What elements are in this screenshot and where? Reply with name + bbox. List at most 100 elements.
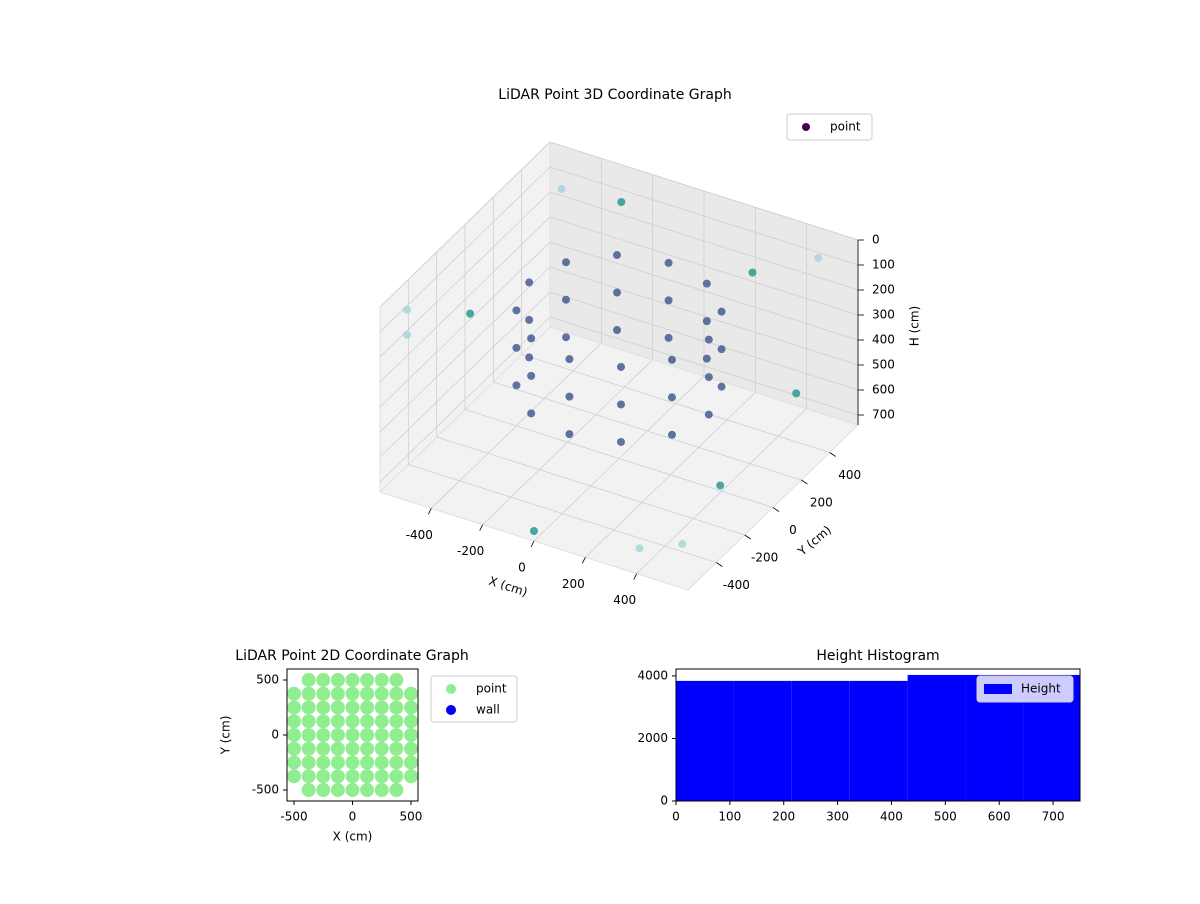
- x-tick-label: 0: [672, 810, 680, 824]
- point: [330, 755, 345, 770]
- point: [389, 714, 404, 729]
- grid-line: [549, 216, 859, 316]
- y-axis-label: Y (cm): [795, 523, 834, 559]
- y-tick-label: 200: [810, 496, 833, 510]
- grid-line: [549, 141, 859, 241]
- point: [562, 295, 571, 304]
- point: [374, 714, 389, 729]
- z-axis-label: H (cm): [908, 306, 922, 347]
- y-axis-label: Y (cm): [219, 716, 233, 756]
- grid-line: [436, 436, 745, 536]
- point: [360, 714, 375, 729]
- point: [403, 305, 411, 314]
- legend-patch: [984, 684, 1012, 694]
- point: [374, 755, 389, 770]
- point: [345, 755, 360, 770]
- point: [330, 783, 345, 797]
- point: [616, 362, 625, 371]
- point: [565, 355, 574, 364]
- point: [301, 769, 316, 784]
- point: [287, 741, 302, 756]
- x-tick-label: 200: [562, 577, 585, 591]
- point: [389, 686, 404, 701]
- point: [389, 728, 404, 742]
- z-tick-label: 400: [872, 333, 895, 347]
- point: [667, 355, 676, 364]
- point: [301, 728, 316, 742]
- point: [360, 700, 375, 715]
- point: [616, 400, 625, 409]
- bar: [733, 680, 792, 801]
- point: [330, 714, 345, 729]
- point: [345, 714, 360, 729]
- point: [345, 741, 360, 756]
- point: [301, 714, 316, 729]
- point: [389, 755, 404, 770]
- legend-marker: [802, 123, 810, 131]
- point: [466, 309, 475, 318]
- point: [301, 686, 316, 701]
- y-tick-label: 0: [789, 523, 797, 537]
- axes-frame: [675, 668, 1081, 802]
- point: [287, 755, 302, 770]
- point: [664, 296, 673, 305]
- bar: [849, 680, 908, 801]
- grid-line: [379, 141, 551, 308]
- point: [345, 783, 360, 797]
- point: [360, 728, 375, 742]
- point: [389, 769, 404, 784]
- grid-line: [521, 354, 830, 453]
- point: [345, 700, 360, 715]
- point: [748, 268, 757, 277]
- z-tick-label: 0: [872, 233, 880, 247]
- z-tick-label: 700: [872, 408, 895, 422]
- point: [301, 783, 316, 797]
- point: [330, 686, 345, 701]
- point: [613, 326, 622, 335]
- point: [345, 769, 360, 784]
- grid-line: [379, 216, 551, 383]
- y-tick-label: 0: [660, 794, 668, 808]
- point: [562, 333, 571, 342]
- point: [512, 381, 521, 390]
- point: [287, 714, 302, 729]
- point: [678, 540, 687, 549]
- grid-line: [493, 381, 802, 481]
- legend-box: [976, 675, 1074, 703]
- point: [664, 258, 673, 267]
- point: [287, 769, 302, 784]
- point: [345, 673, 360, 687]
- point: [316, 700, 331, 715]
- grid-line: [379, 241, 551, 408]
- point: [301, 700, 316, 715]
- grid-line: [549, 266, 859, 366]
- point: [301, 673, 316, 687]
- point: [403, 755, 418, 770]
- x-tick: [633, 573, 638, 580]
- x-tick-label: 700: [1042, 810, 1065, 824]
- point: [403, 769, 418, 784]
- y-tick-label: 0: [271, 728, 279, 742]
- grid-line: [464, 409, 774, 508]
- point: [316, 755, 331, 770]
- point: [403, 700, 418, 715]
- grid-line: [549, 166, 859, 266]
- grid-line: [379, 316, 551, 483]
- y-tick-label: -500: [252, 783, 279, 797]
- grid-line: [379, 266, 551, 433]
- point: [702, 279, 711, 288]
- z-tick-label: 600: [872, 383, 895, 397]
- point: [792, 389, 801, 398]
- x-tick-label: -400: [406, 528, 433, 542]
- y-tick: [772, 507, 780, 512]
- point: [702, 317, 711, 326]
- point: [389, 673, 404, 687]
- point: [301, 741, 316, 756]
- point: [403, 330, 411, 339]
- x-tick-label: 0: [349, 810, 357, 824]
- legend-label: point: [830, 120, 861, 134]
- point: [330, 700, 345, 715]
- point: [330, 769, 345, 784]
